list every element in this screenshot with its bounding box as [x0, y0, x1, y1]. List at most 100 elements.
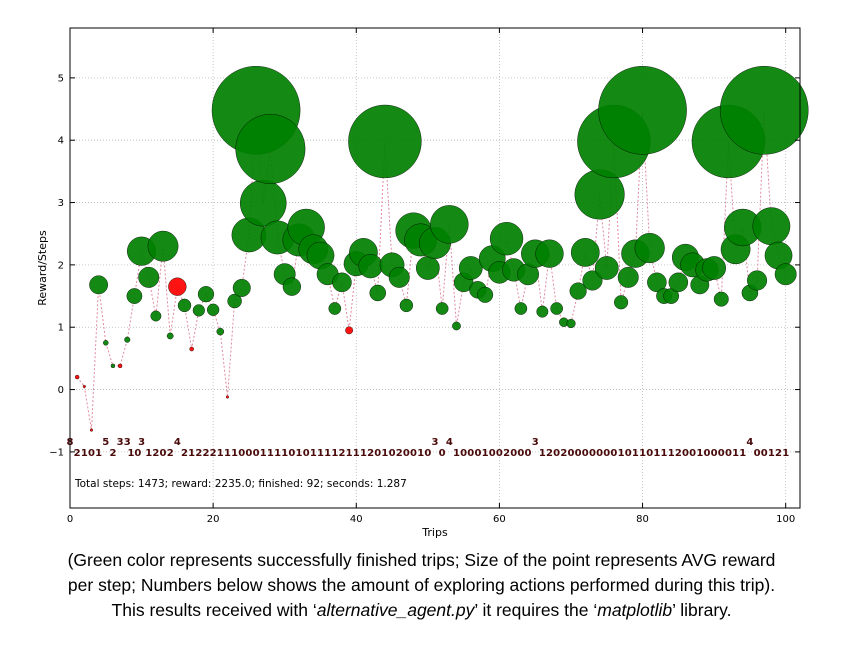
exploring-count-label: 2	[675, 448, 682, 459]
exploring-count-label: 2	[181, 448, 188, 459]
finished-trip-point	[634, 233, 665, 264]
finished-trip-point	[235, 114, 306, 184]
exploring-count-label: 4	[446, 437, 453, 448]
exploring-count-label: 0	[288, 448, 295, 459]
exploring-count-label: 0	[703, 448, 710, 459]
exploring-count-label: 1	[281, 448, 288, 459]
x-tick-label: 0	[67, 514, 73, 525]
finished-trip-point	[452, 321, 461, 331]
exploring-count-label: 1	[732, 448, 739, 459]
finished-trip-point	[192, 304, 205, 317]
caption-library-name: matplotlib	[597, 600, 673, 620]
exploring-count-label: 1	[360, 448, 367, 459]
unfinished-trip-point	[82, 384, 86, 388]
finished-trip-point	[216, 327, 225, 336]
finished-trip-point	[489, 222, 524, 256]
exploring-count-label: 1	[739, 448, 746, 459]
exploring-count-label: 1	[482, 448, 489, 459]
exploring-count-label: 4	[746, 437, 753, 448]
exploring-count-label: 1	[768, 448, 775, 459]
unfinished-trip-point	[189, 346, 194, 352]
finished-trip-point	[166, 332, 174, 340]
exploring-count-label: 1	[324, 448, 331, 459]
finished-trip-point	[566, 318, 576, 329]
finished-trip-point	[614, 295, 629, 310]
exploring-count-label: 0	[610, 448, 617, 459]
finished-trip-point	[388, 266, 410, 288]
exploring-count-label: 0	[517, 448, 524, 459]
exploring-count-label: 0	[567, 448, 574, 459]
exploring-count-label: 0	[460, 448, 467, 459]
finished-trip-point	[713, 291, 729, 307]
finished-trip-point	[126, 288, 143, 304]
finished-trip-point	[328, 302, 342, 315]
finished-trip-point	[617, 266, 639, 288]
finished-trip-point	[197, 286, 215, 303]
exploring-count-label: 1	[639, 448, 646, 459]
finished-trip-point	[569, 282, 587, 300]
exploring-count-label: 2	[367, 448, 374, 459]
exploring-count-label: 5	[102, 437, 109, 448]
exploring-count-label: 1	[782, 448, 789, 459]
unfinished-trip-point	[225, 395, 229, 399]
exploring-count-label: 3	[432, 437, 439, 448]
finished-trip-point	[719, 66, 809, 155]
finished-trip-point	[150, 310, 162, 322]
finished-trip-point	[702, 256, 726, 280]
exploring-count-label: 0	[582, 448, 589, 459]
summary-text: Total steps: 1473; reward: 2235.0; finis…	[74, 478, 407, 490]
finished-trip-point	[138, 266, 160, 288]
finished-trip-point	[535, 239, 564, 268]
y-tick-label: 1	[58, 323, 64, 334]
exploring-count-label: 0	[754, 448, 761, 459]
finished-trip-point	[147, 230, 179, 262]
exploring-count-label: 0	[489, 448, 496, 459]
unfinished-trip-point	[89, 428, 93, 432]
finished-trip-point	[668, 272, 689, 293]
y-tick-label: 0	[58, 385, 64, 396]
x-tick-label: 100	[776, 514, 795, 525]
exploring-count-label: 2	[152, 448, 159, 459]
finished-trip-point	[332, 272, 352, 293]
exploring-count-label: 0	[238, 448, 245, 459]
caption-file-name: alternative_agent.py	[316, 600, 475, 620]
y-tick-label: 3	[58, 198, 64, 209]
unfinished-trip-point	[345, 326, 353, 335]
exploring-count-label: 0	[253, 448, 260, 459]
finished-trip-point	[124, 336, 131, 343]
exploring-count-label: 2	[503, 448, 510, 459]
exploring-count-label: 2	[167, 448, 174, 459]
exploring-count-label: 2	[560, 448, 567, 459]
exploring-count-label: 0	[474, 448, 481, 459]
exploring-count-label: 0	[553, 448, 560, 459]
finished-trip-point	[752, 207, 791, 246]
x-tick-label: 20	[207, 514, 220, 525]
finished-trip-point	[647, 272, 667, 293]
exploring-count-label: 1	[317, 448, 324, 459]
exploring-count-label: 1	[668, 448, 675, 459]
exploring-count-label: 1	[381, 448, 388, 459]
finished-trip-point	[232, 279, 251, 297]
caption-line-3: This results received with ‘alternative_…	[0, 598, 843, 623]
finished-trip-point	[477, 286, 494, 303]
x-tick-label: 60	[493, 514, 506, 525]
figure-caption: (Green color represents successfully fin…	[0, 548, 843, 623]
exploring-count-label: 1	[632, 448, 639, 459]
exploring-count-label: 0	[245, 448, 252, 459]
exploring-count-label: 3	[117, 437, 124, 448]
exploring-count-label: 0	[761, 448, 768, 459]
exploring-count-label: 2	[396, 448, 403, 459]
finished-trip-point	[458, 256, 483, 280]
data-points	[74, 66, 809, 432]
caption-line-3-post: ’ library.	[672, 600, 732, 620]
exploring-count-label: 0	[682, 448, 689, 459]
exploring-count-label: 10	[127, 448, 141, 459]
exploring-count-label: 0	[160, 448, 167, 459]
y-tick-label: 5	[58, 73, 64, 84]
finished-trip-point	[550, 302, 563, 315]
finished-trip-point	[582, 270, 603, 291]
exploring-count-label: 0	[510, 448, 517, 459]
x-tick-label: 80	[636, 514, 649, 525]
exploring-count-label: 0	[439, 448, 446, 459]
